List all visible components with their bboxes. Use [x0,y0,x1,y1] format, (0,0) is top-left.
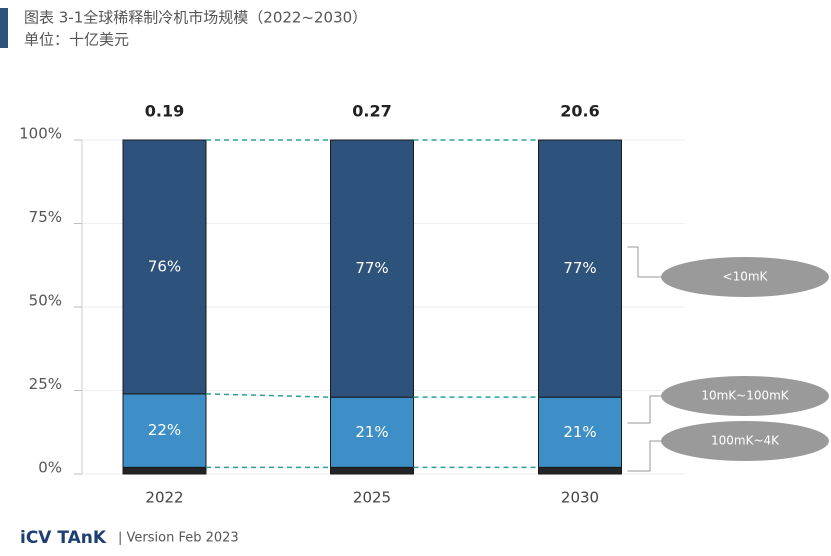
x-tick-label: 2025 [353,489,391,507]
y-tick-label: 0% [38,459,62,477]
footer-version: | Version Feb 2023 [118,531,239,546]
legend-ellipse [661,257,829,297]
legend-ellipse [661,376,829,416]
legend-label: <10mK [723,270,769,284]
chart-subtitle: 单位：十亿美元 [24,31,129,49]
y-tick-label: 100% [19,125,62,143]
value-label: 21% [563,423,596,441]
bar-segment [330,139,414,398]
legend-leader [627,440,665,472]
value-label: 76% [148,257,181,275]
legend-label: 10mK~100mK [701,389,789,403]
total-label: 0.19 [145,102,184,121]
value-label: 77% [563,259,596,277]
value-label: 22% [148,421,181,439]
legend-label: 100mK~4K [711,434,780,448]
y-tick-label: 25% [29,375,62,393]
value-label: 77% [355,259,388,277]
legend-ellipse [661,421,829,461]
footer-brand: iCV TAnK [20,528,107,548]
bar-segment [122,139,207,395]
connector-line [205,393,331,398]
bar-segment [330,396,414,468]
bar-segment [538,139,622,398]
title-accent [0,8,8,48]
legend-leader [627,395,665,424]
value-label: 21% [355,423,388,441]
x-tick-label: 2030 [561,489,599,507]
x-tick-label: 2022 [145,489,183,507]
bar-segment [122,393,207,468]
total-label: 20.6 [560,102,599,121]
bar-segment [538,396,622,468]
y-tick-label: 50% [29,292,62,310]
total-label: 0.27 [352,102,391,121]
legend-leader [627,246,665,278]
chart-title: 图表 3-1全球稀释制冷机市场规模（2022~2030） [24,9,367,27]
y-tick-label: 75% [29,208,62,226]
